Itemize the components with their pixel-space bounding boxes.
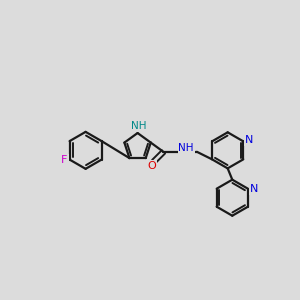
Text: NH: NH xyxy=(178,143,194,153)
Text: NH: NH xyxy=(131,121,146,131)
Text: N: N xyxy=(245,135,253,145)
Text: F: F xyxy=(61,155,68,165)
Text: O: O xyxy=(148,161,156,171)
Text: N: N xyxy=(250,184,258,194)
